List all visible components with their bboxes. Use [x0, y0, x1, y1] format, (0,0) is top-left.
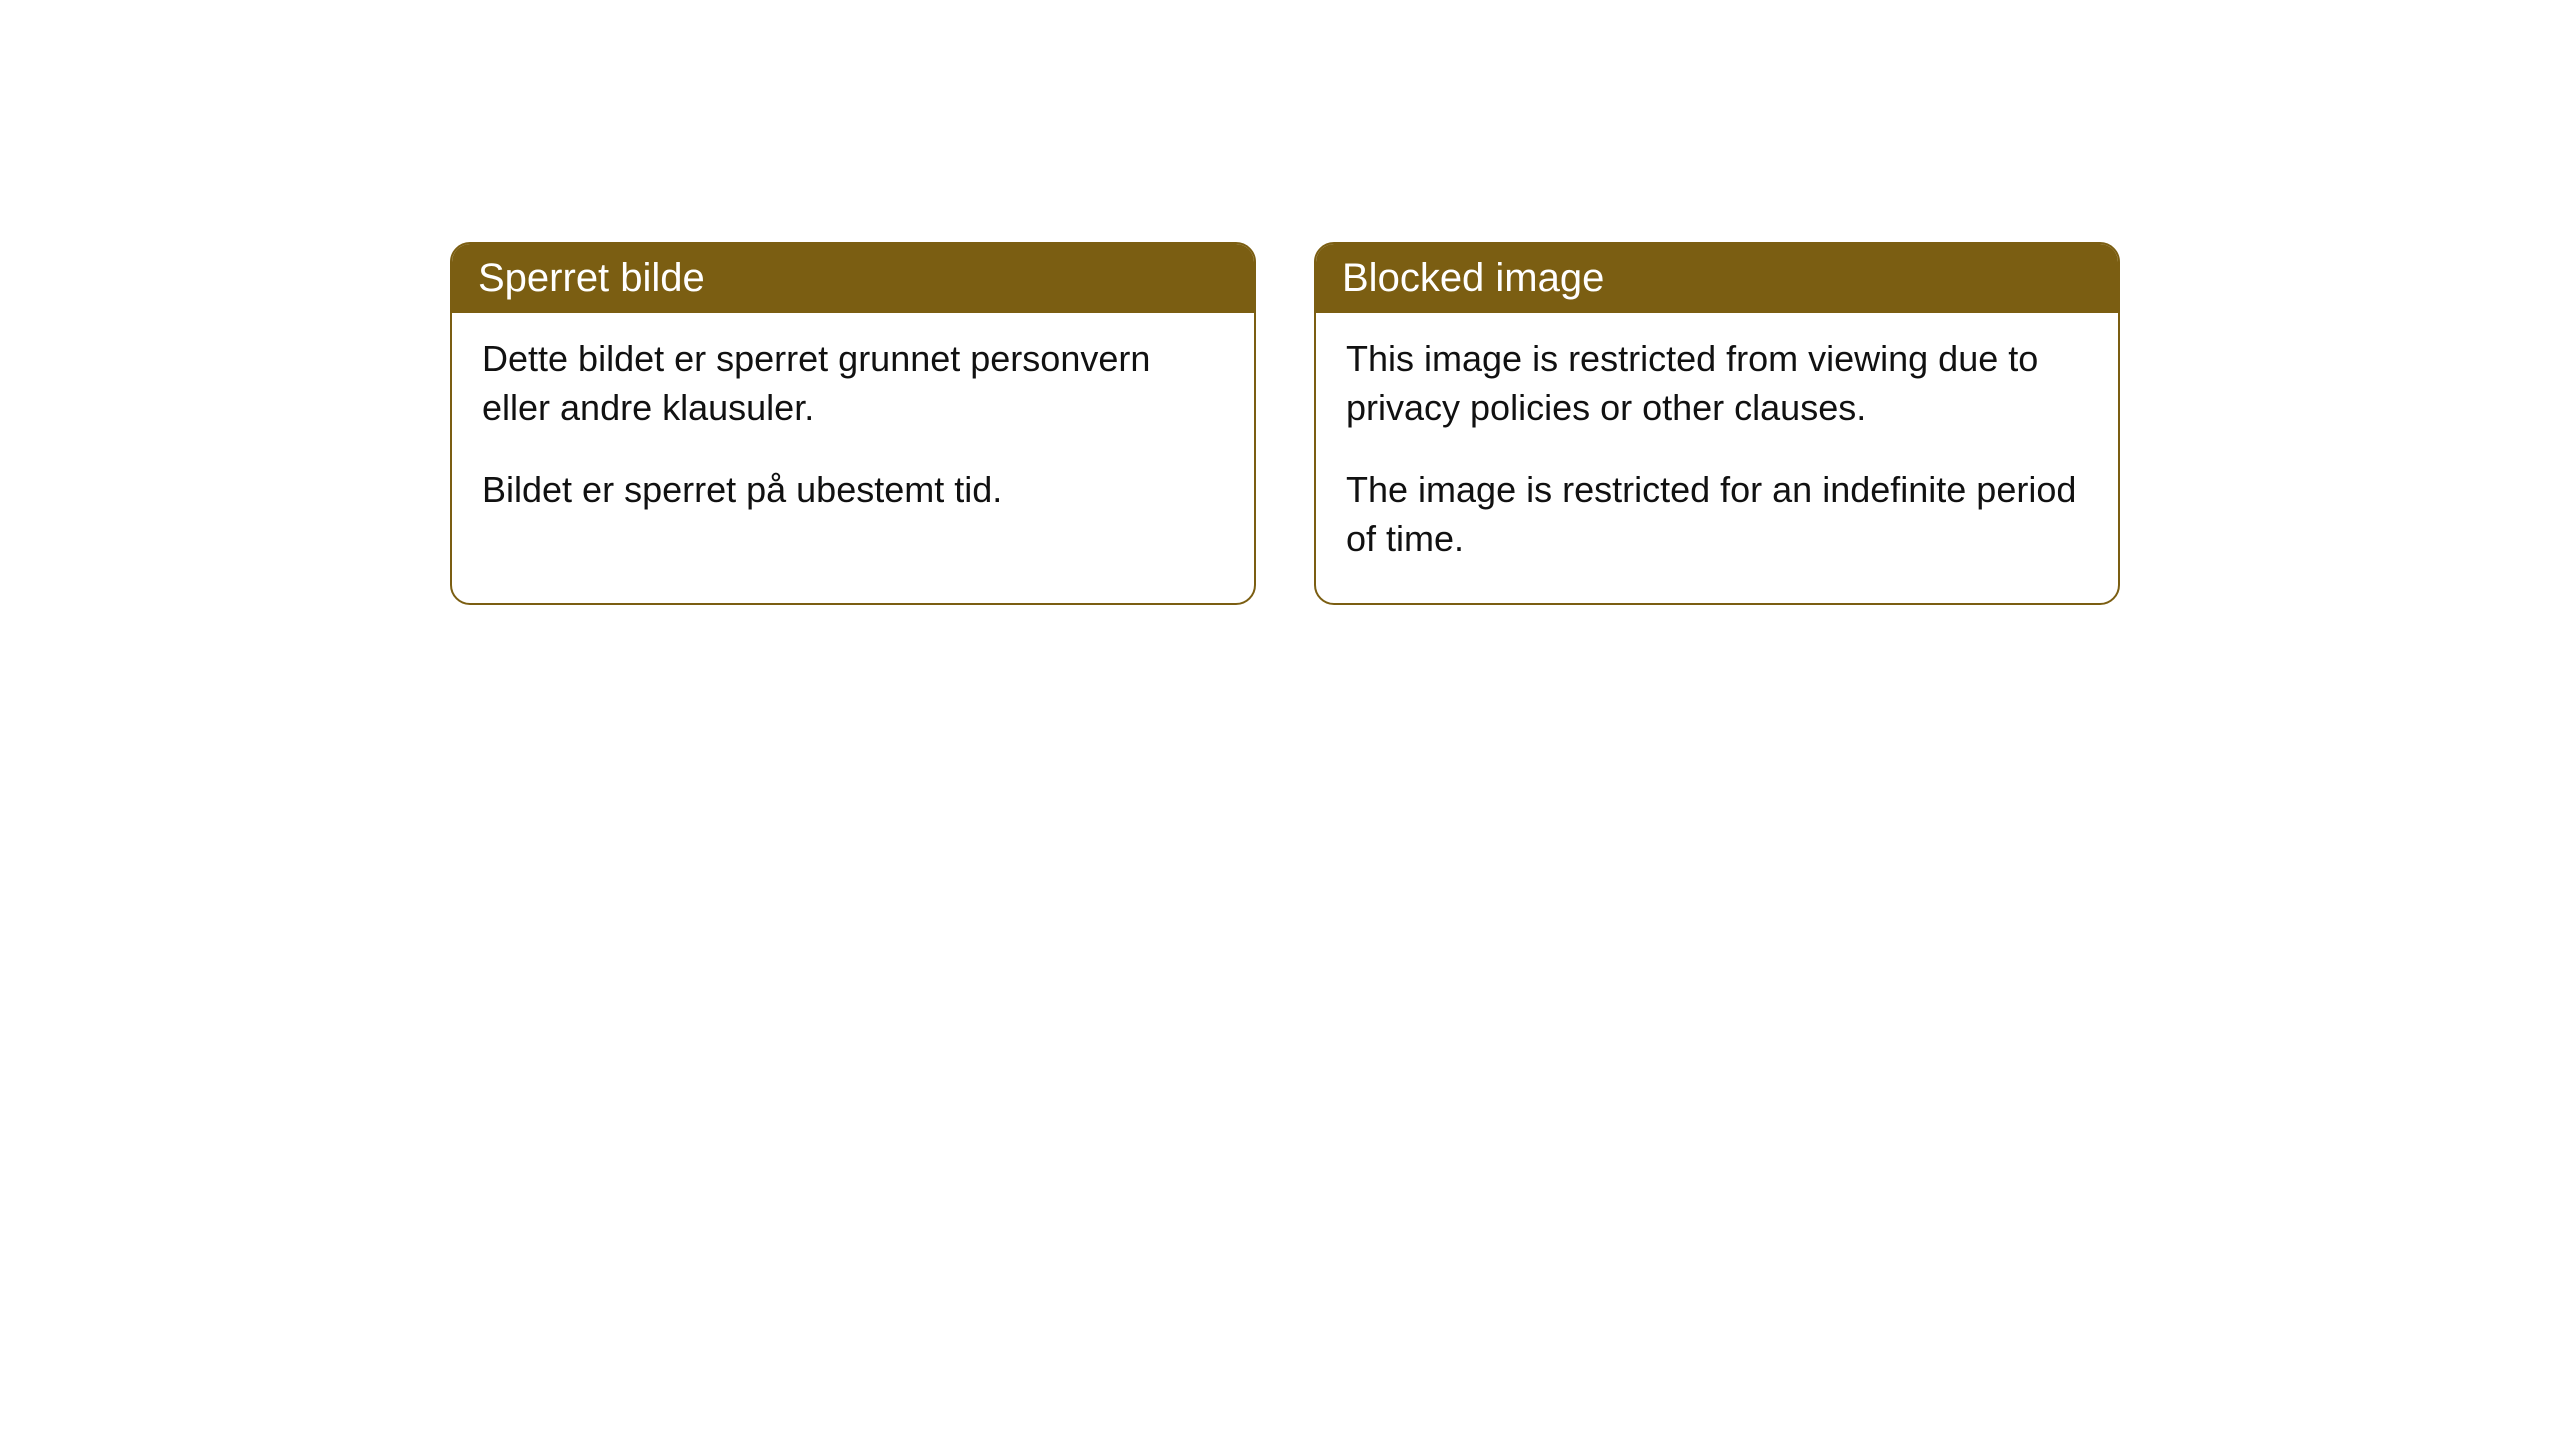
notice-cards-container: Sperret bilde Dette bildet er sperret gr… — [450, 242, 2120, 605]
blocked-image-card-no: Sperret bilde Dette bildet er sperret gr… — [450, 242, 1256, 605]
card-header-en: Blocked image — [1316, 244, 2118, 313]
card-body-no: Dette bildet er sperret grunnet personve… — [452, 313, 1254, 555]
blocked-image-card-en: Blocked image This image is restricted f… — [1314, 242, 2120, 605]
card-header-no: Sperret bilde — [452, 244, 1254, 313]
card-paragraph-en-1: This image is restricted from viewing du… — [1346, 335, 2088, 432]
card-title-en: Blocked image — [1342, 256, 1604, 300]
card-body-en: This image is restricted from viewing du… — [1316, 313, 2118, 603]
card-paragraph-en-2: The image is restricted for an indefinit… — [1346, 466, 2088, 563]
card-title-no: Sperret bilde — [478, 256, 705, 300]
card-paragraph-no-2: Bildet er sperret på ubestemt tid. — [482, 466, 1224, 515]
card-paragraph-no-1: Dette bildet er sperret grunnet personve… — [482, 335, 1224, 432]
